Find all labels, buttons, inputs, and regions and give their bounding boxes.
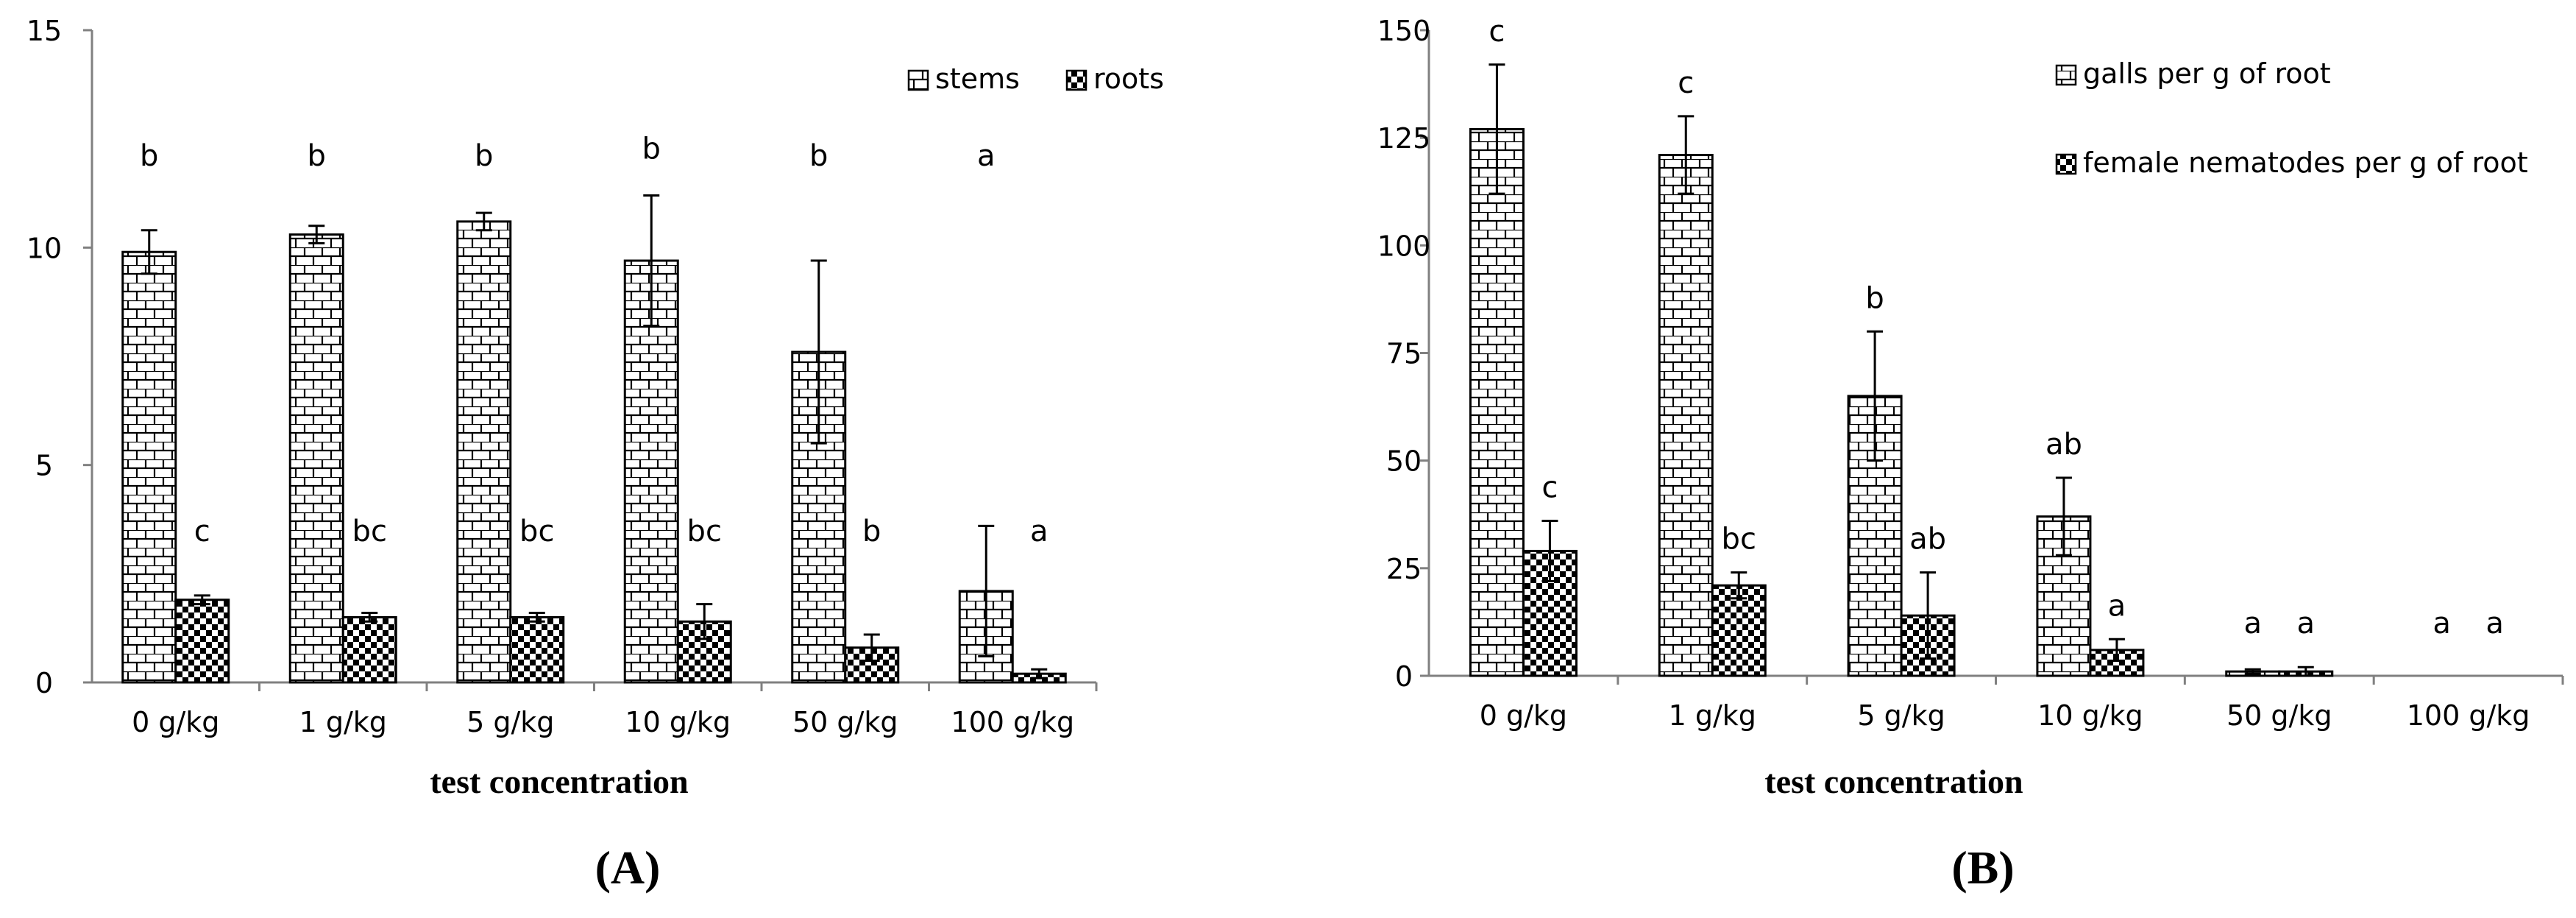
y-tick-label: 125 (1377, 122, 1431, 155)
significance-letter: a (1030, 515, 1049, 548)
significance-letter: a (2243, 607, 2262, 640)
y-tick-label: 25 (1386, 553, 1422, 585)
significance-letter: c (1678, 66, 1694, 100)
significance-letter: b (140, 139, 158, 173)
y-tick-label: 100 (1377, 230, 1431, 262)
y-tick-label: 75 (1386, 338, 1422, 370)
x-axis-title-b: test concentration (1764, 763, 2023, 800)
y-tick-label: 150 (1377, 15, 1431, 47)
significance-letter: b (809, 139, 828, 173)
bar-series2 (509, 615, 565, 684)
significance-letter: bc (1722, 523, 1756, 557)
legend-swatch (2055, 153, 2077, 175)
legend-label: galls per g of root (2083, 57, 2331, 90)
legend-label: female nematodes per g of root (2083, 146, 2528, 179)
legend-label: stems (935, 63, 1020, 95)
bar-series1 (1658, 154, 1714, 677)
x-tick-label: 10 g/kg (2037, 699, 2143, 732)
x-tick-label: 0 g/kg (1480, 699, 1567, 732)
bar-series1 (456, 220, 512, 684)
significance-letter: bc (519, 515, 554, 548)
x-tick-label: 5 g/kg (466, 706, 554, 738)
significance-letter: bc (352, 515, 387, 548)
x-tick-label: 1 g/kg (299, 706, 387, 738)
significance-letter: b (475, 139, 493, 173)
significance-letter: c (1541, 471, 1558, 505)
significance-letter: a (2108, 589, 2126, 623)
legend-swatch (907, 69, 929, 91)
x-tick-label: 1 g/kg (1669, 699, 1756, 732)
significance-letter: b (862, 515, 881, 548)
x-tick-label: 100 g/kg (951, 706, 1074, 738)
significance-letter: c (194, 515, 210, 548)
panel-label-b: (B) (1951, 841, 2014, 894)
significance-letter: a (2485, 607, 2504, 640)
significance-letter: b (1865, 281, 1884, 315)
x-tick-label: 50 g/kg (792, 706, 898, 738)
y-tick-label: 15 (26, 15, 62, 47)
chart-panel-b: test concentration (B) 0 25 50 75 100 125 150 0… (1377, 15, 2564, 894)
significance-letter: ab (2045, 428, 2082, 462)
bar-series2 (1711, 584, 1767, 677)
legend-swatch (1065, 69, 1087, 91)
bar-series1 (121, 250, 177, 684)
bar-series1 (288, 233, 344, 684)
significance-letter: a (977, 139, 996, 173)
y-tick-label: 5 (35, 450, 53, 482)
y-tick-label: 50 (1386, 445, 1422, 478)
bar-series1 (1469, 127, 1525, 677)
significance-letter: ab (1909, 523, 1946, 557)
significance-letter: b (642, 132, 661, 166)
y-tick-label: 0 (1395, 660, 1413, 693)
significance-letter: bc (687, 515, 722, 548)
bar-series2 (341, 615, 397, 684)
x-tick-label: 10 g/kg (625, 706, 731, 738)
x-tick-label: 100 g/kg (2407, 699, 2530, 732)
y-tick-label: 0 (35, 667, 53, 699)
significance-letter: b (308, 139, 326, 173)
bar-series2 (174, 599, 230, 684)
y-tick-label: 10 (26, 232, 62, 264)
significance-letter: c (1489, 15, 1505, 49)
x-tick-label: 0 g/kg (132, 706, 219, 738)
x-tick-label: 5 g/kg (1857, 699, 1945, 732)
x-tick-label: 50 g/kg (2226, 699, 2332, 732)
panel-label-a: (A) (595, 841, 661, 894)
legend-swatch (2055, 64, 2077, 86)
bar-series1 (623, 259, 679, 684)
bar-series2 (1522, 549, 1578, 677)
legend-label: roots (1093, 63, 1164, 95)
significance-letter: a (2433, 607, 2451, 640)
x-axis-title-a: test concentration (430, 763, 688, 800)
significance-letter: a (2296, 607, 2315, 640)
